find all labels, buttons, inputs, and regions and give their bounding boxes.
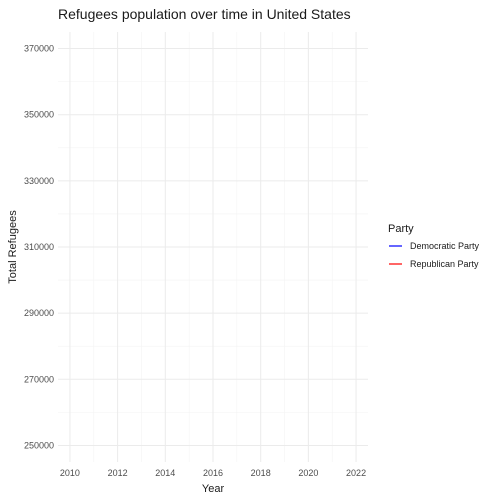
y-tick-label: 350000 [24, 110, 54, 120]
grid [58, 32, 368, 462]
x-tick-label: 2014 [155, 468, 175, 478]
legend-label: Democratic Party [410, 241, 480, 251]
x-axis-label: Year [202, 483, 225, 495]
x-tick-labels: 2010 2012 2014 2016 2018 2020 2022 [60, 468, 366, 478]
y-tick-label: 330000 [24, 176, 54, 186]
x-tick-label: 2022 [346, 468, 366, 478]
x-tick-label: 2020 [298, 468, 318, 478]
y-tick-labels: 250000 270000 290000 310000 330000 350000 3700… [24, 44, 54, 451]
y-tick-label: 370000 [24, 44, 54, 54]
x-tick-label: 2010 [60, 468, 80, 478]
x-tick-label: 2016 [203, 468, 223, 478]
legend-label: Republican Party [410, 259, 479, 269]
y-tick-label: 290000 [24, 308, 54, 318]
x-tick-label: 2018 [251, 468, 271, 478]
y-tick-label: 270000 [24, 374, 54, 384]
legend: Party Democratic Party Republican Party [388, 223, 480, 269]
y-axis-label: Total Refugees [7, 210, 19, 284]
y-tick-label: 310000 [24, 242, 54, 252]
legend-title: Party [388, 223, 414, 235]
x-tick-label: 2012 [108, 468, 128, 478]
chart-title: Refugees population over time in United … [58, 6, 351, 22]
y-tick-label: 250000 [24, 440, 54, 450]
